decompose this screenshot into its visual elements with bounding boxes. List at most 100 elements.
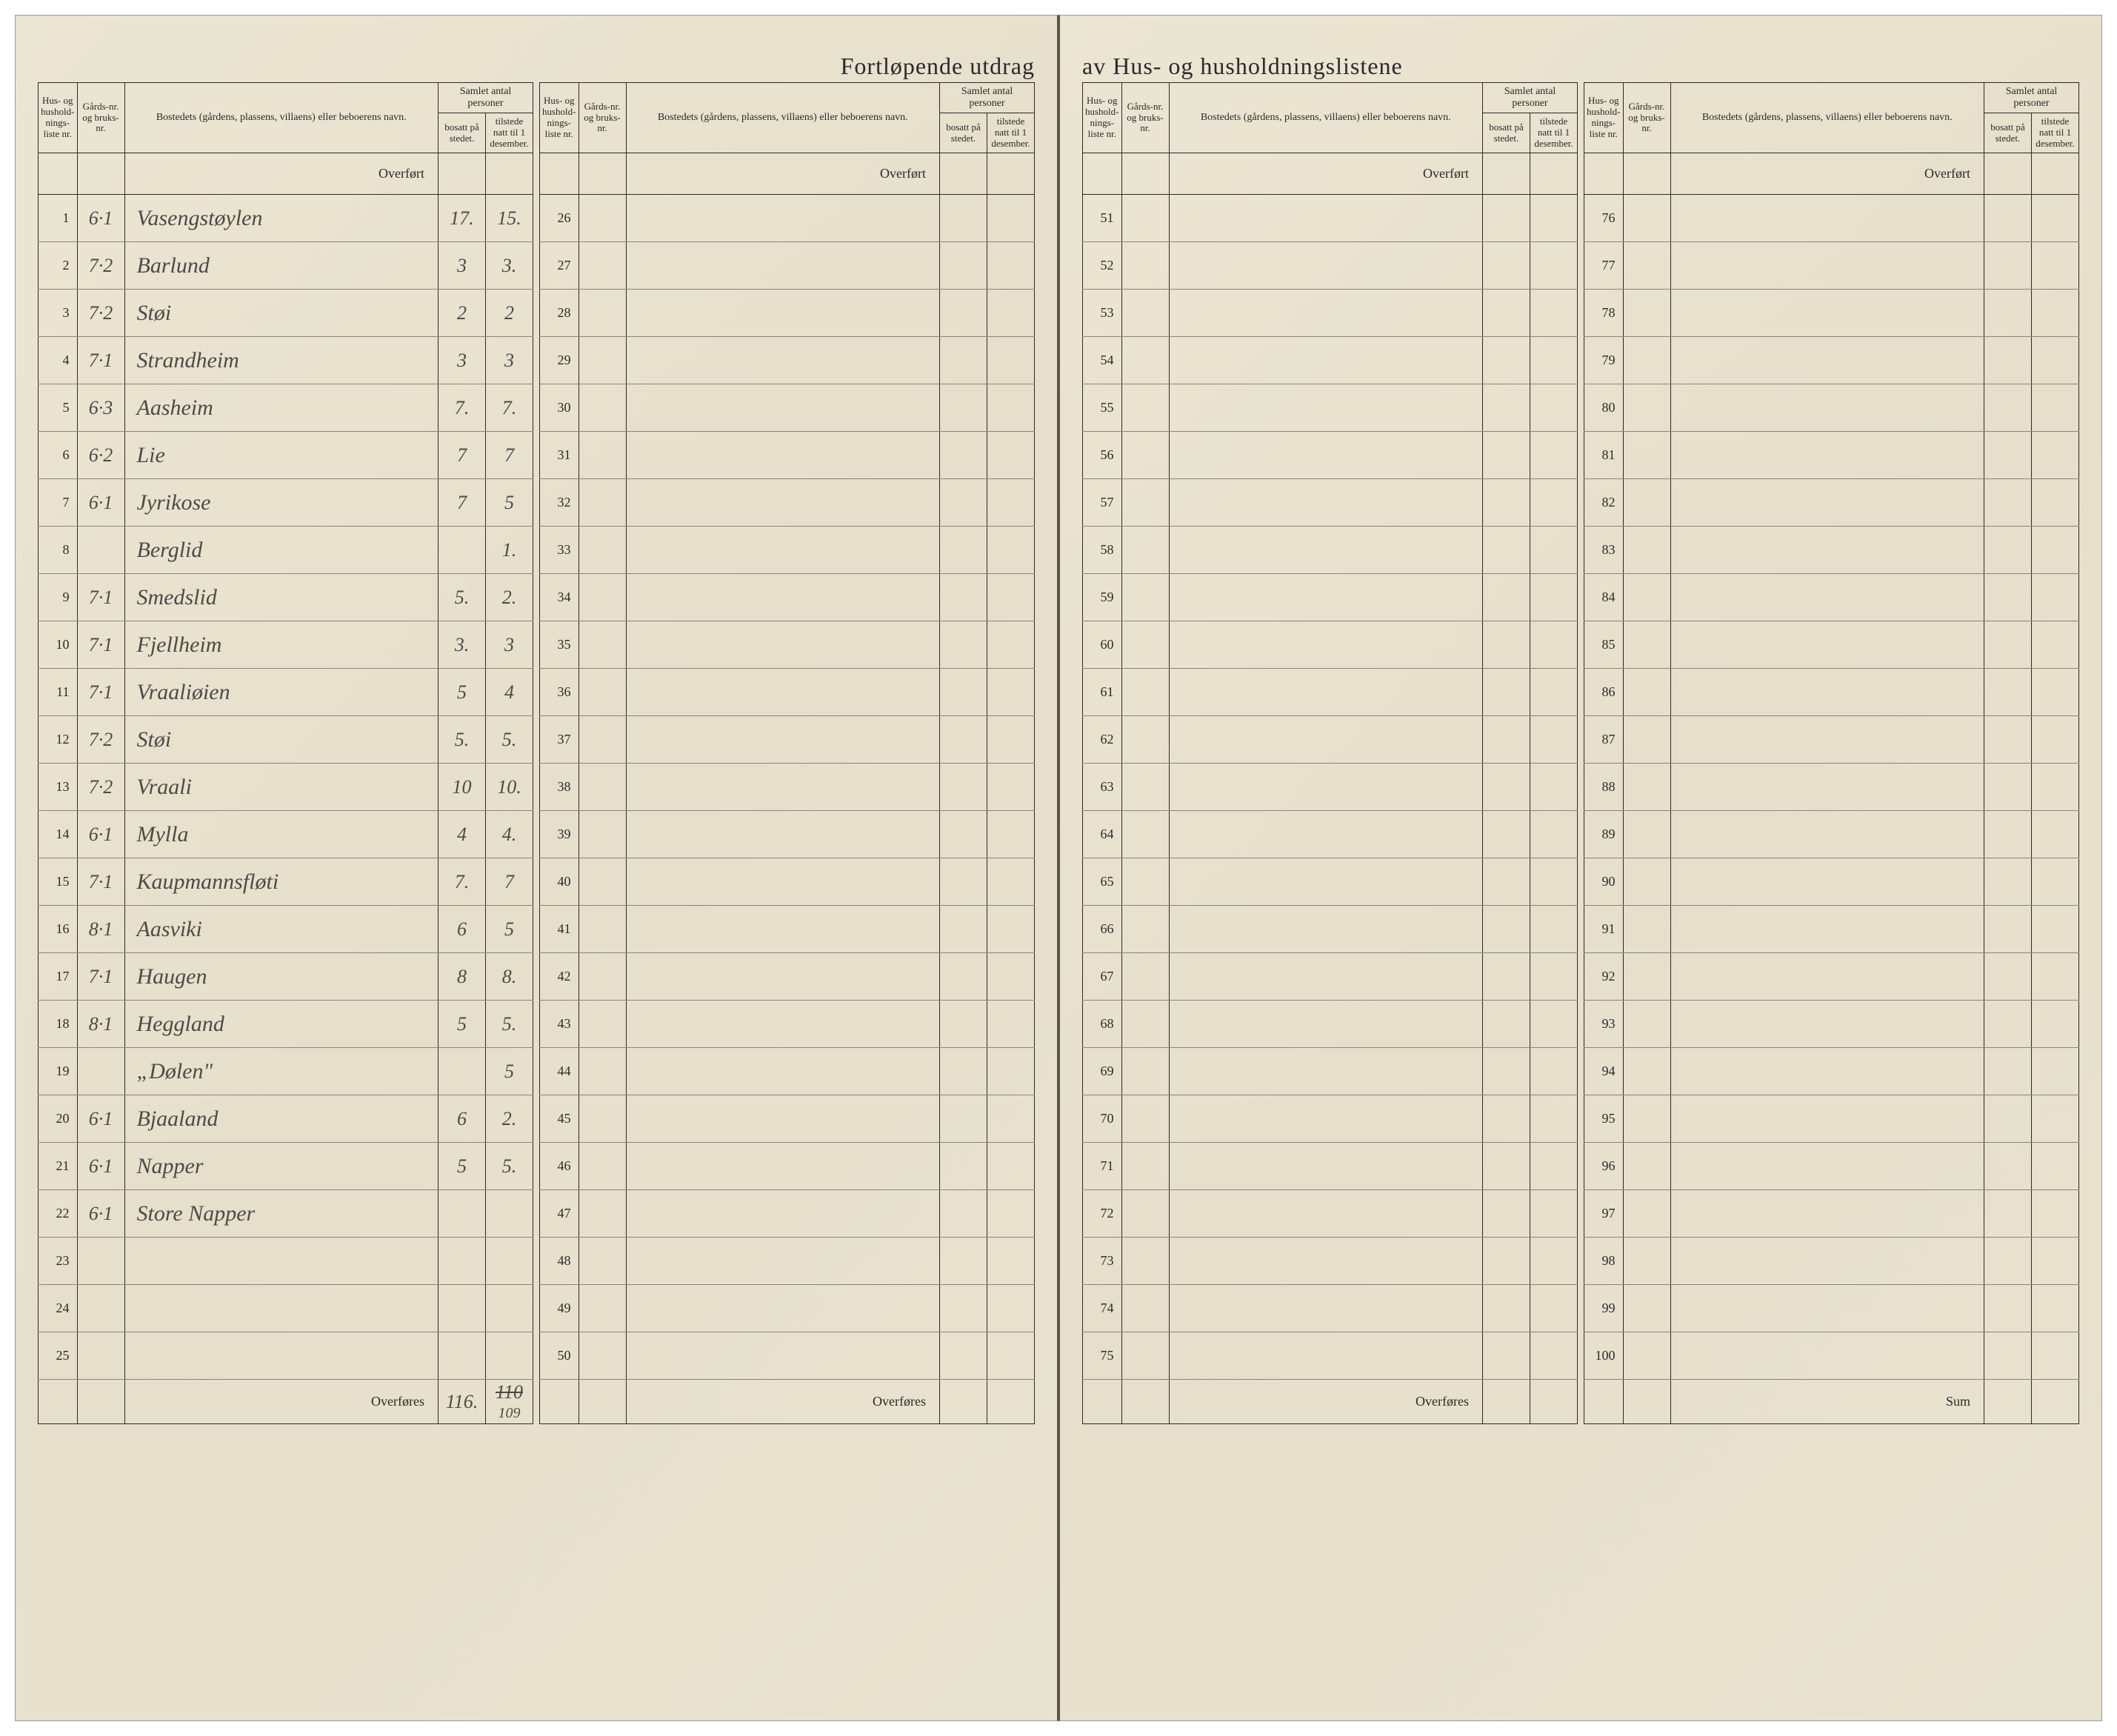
th-bosatt: bosatt på stedet.	[1483, 113, 1530, 153]
bosatt-cell	[940, 432, 987, 479]
table-row: 41	[540, 906, 1035, 953]
gards-cell: 7·1	[77, 621, 124, 669]
cell	[1083, 153, 1122, 195]
row-number: 81	[1584, 432, 1624, 479]
tilstede-cell	[1530, 1238, 1578, 1285]
footer-tilstede	[987, 1380, 1035, 1424]
gards-cell	[1121, 858, 1169, 906]
bosatt-cell	[1483, 1095, 1530, 1143]
bosted-cell	[1670, 669, 1984, 716]
tilstede-cell	[2032, 953, 2079, 1001]
bosted-cell	[626, 621, 940, 669]
bosatt-cell	[940, 1332, 987, 1380]
row-number: 7	[39, 479, 78, 527]
bosted-cell	[1169, 1048, 1483, 1095]
tilstede-cell	[987, 432, 1035, 479]
th-hus: Hus- og hushold-nings-liste nr.	[1584, 83, 1624, 153]
tilstede-cell	[987, 621, 1035, 669]
row-number: 88	[1584, 764, 1624, 811]
cell	[1584, 153, 1624, 195]
row-number: 39	[540, 811, 579, 858]
bosatt-cell	[1483, 195, 1530, 242]
gards-cell	[1121, 1048, 1169, 1095]
cell	[540, 1380, 579, 1424]
gards-cell	[1121, 1238, 1169, 1285]
table-row: 96	[1584, 1143, 2079, 1190]
bosted-cell	[1169, 1238, 1483, 1285]
bosted-cell	[1169, 527, 1483, 574]
row-number: 29	[540, 337, 579, 384]
bosatt-cell	[1984, 906, 2032, 953]
table-row: 226·1Store Napper	[39, 1190, 533, 1238]
gards-cell	[1623, 384, 1670, 432]
table-row: 98	[1584, 1238, 2079, 1285]
table-row: 45	[540, 1095, 1035, 1143]
table-row: 168·1Aasviki65	[39, 906, 533, 953]
cell	[77, 153, 124, 195]
bosatt-cell: 7	[439, 479, 486, 527]
row-number: 33	[540, 527, 579, 574]
tilstede-cell	[486, 1238, 533, 1285]
tilstede-cell	[2032, 384, 2079, 432]
gards-cell	[1121, 290, 1169, 337]
footer-bosatt	[1984, 1380, 2032, 1424]
table-row: 65	[1083, 858, 1578, 906]
bosted-cell	[1670, 1048, 1984, 1095]
bosatt-cell	[940, 669, 987, 716]
overfort-row: Overført	[540, 153, 1035, 195]
tilstede-cell	[987, 337, 1035, 384]
bosatt-cell	[1984, 716, 2032, 764]
tilstede-cell	[1530, 1285, 1578, 1332]
gards-cell	[579, 527, 626, 574]
bosted-cell	[1670, 527, 1984, 574]
table-row: 58	[1083, 527, 1578, 574]
bosted-cell	[1670, 1001, 1984, 1048]
row-number: 63	[1083, 764, 1122, 811]
bosatt-cell	[940, 479, 987, 527]
bosted-cell	[1169, 1190, 1483, 1238]
row-number: 14	[39, 811, 78, 858]
bosatt-cell	[940, 1001, 987, 1048]
bosatt-cell	[1483, 479, 1530, 527]
row-number: 49	[540, 1285, 579, 1332]
footer-tilstede	[1530, 1380, 1578, 1424]
tilstede-cell	[2032, 764, 2079, 811]
footer-tilstede: 110109	[486, 1380, 533, 1424]
bosted-cell	[1670, 337, 1984, 384]
bosted-cell	[1169, 906, 1483, 953]
table-row: 32	[540, 479, 1035, 527]
gards-cell	[579, 953, 626, 1001]
table-row: 46	[540, 1143, 1035, 1190]
gards-cell	[1121, 432, 1169, 479]
table-row: 90	[1584, 858, 2079, 906]
bosted-cell	[626, 858, 940, 906]
bosted-cell	[626, 384, 940, 432]
table-row: 157·1Kaupmannsfløti7.7	[39, 858, 533, 906]
table-row: 26	[540, 195, 1035, 242]
table-row: 94	[1584, 1048, 2079, 1095]
bosatt-cell: 5.	[439, 574, 486, 621]
tilstede-cell	[987, 811, 1035, 858]
tilstede-cell: 5.	[486, 1001, 533, 1048]
bosatt-cell	[940, 1048, 987, 1095]
bosted-cell	[1169, 1285, 1483, 1332]
tilstede-cell	[987, 527, 1035, 574]
bosatt-cell: 7.	[439, 384, 486, 432]
table-row: 82	[1584, 479, 2079, 527]
gards-cell: 6·1	[77, 1095, 124, 1143]
bosatt-cell	[1483, 337, 1530, 384]
table-row: 146·1Mylla44.	[39, 811, 533, 858]
table-row: 79	[1584, 337, 2079, 384]
bosted-cell	[1169, 716, 1483, 764]
tilstede-cell	[987, 1095, 1035, 1143]
column-block-4: Hus- og hushold-nings-liste nr. Gårds-nr…	[1584, 82, 2079, 1676]
bosted-cell	[1670, 195, 1984, 242]
bosatt-cell	[1984, 764, 2032, 811]
row-number: 55	[1083, 384, 1122, 432]
bosatt-cell	[940, 337, 987, 384]
gards-cell	[1623, 1095, 1670, 1143]
bosatt-cell	[940, 384, 987, 432]
gards-cell	[1623, 1143, 1670, 1190]
table-row: 56	[1083, 432, 1578, 479]
bosted-cell	[1670, 764, 1984, 811]
